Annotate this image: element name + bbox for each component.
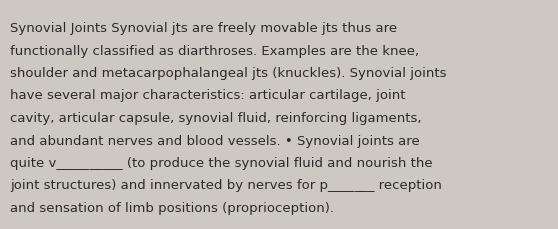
Text: functionally classified as diarthroses. Examples are the knee,: functionally classified as diarthroses. …	[10, 44, 419, 57]
Text: joint structures) and innervated by nerves for p_______ reception: joint structures) and innervated by nerv…	[10, 179, 442, 192]
Text: quite v__________ (to produce the synovial fluid and nourish the: quite v__________ (to produce the synovi…	[10, 156, 432, 169]
Text: cavity, articular capsule, synovial fluid, reinforcing ligaments,: cavity, articular capsule, synovial flui…	[10, 112, 421, 124]
Text: Synovial Joints Synovial jts are freely movable jts thus are: Synovial Joints Synovial jts are freely …	[10, 22, 397, 35]
Text: shoulder and metacarpophalangeal jts (knuckles). Synovial joints: shoulder and metacarpophalangeal jts (kn…	[10, 67, 446, 80]
Text: have several major characteristics: articular cartilage, joint: have several major characteristics: arti…	[10, 89, 406, 102]
Text: and sensation of limb positions (proprioception).: and sensation of limb positions (proprio…	[10, 201, 334, 214]
Text: and abundant nerves and blood vessels. • Synovial joints are: and abundant nerves and blood vessels. •…	[10, 134, 420, 147]
